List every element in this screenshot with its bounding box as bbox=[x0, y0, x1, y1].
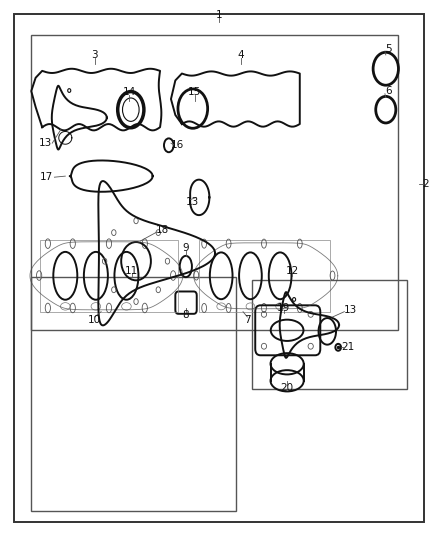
Text: 17: 17 bbox=[40, 172, 53, 182]
Text: 15: 15 bbox=[188, 87, 201, 97]
Text: 11: 11 bbox=[125, 266, 138, 276]
Bar bbox=[31, 277, 237, 511]
Text: 6: 6 bbox=[385, 86, 392, 96]
Text: 19: 19 bbox=[277, 303, 290, 313]
Bar bbox=[40, 240, 177, 312]
Text: 16: 16 bbox=[171, 140, 184, 150]
Bar bbox=[31, 35, 398, 330]
Text: 4: 4 bbox=[237, 50, 244, 60]
Text: 14: 14 bbox=[123, 87, 136, 97]
Text: 7: 7 bbox=[244, 314, 251, 325]
Text: 13: 13 bbox=[39, 138, 52, 148]
Text: 13: 13 bbox=[186, 197, 199, 207]
Text: 12: 12 bbox=[286, 266, 299, 276]
Bar bbox=[199, 240, 330, 312]
Text: 18: 18 bbox=[155, 225, 169, 236]
Text: 10: 10 bbox=[88, 314, 101, 325]
Text: 5: 5 bbox=[385, 44, 392, 53]
Text: 13: 13 bbox=[343, 305, 357, 315]
Text: 8: 8 bbox=[183, 310, 189, 320]
Bar bbox=[252, 280, 407, 389]
Text: 21: 21 bbox=[341, 342, 354, 352]
Text: 3: 3 bbox=[91, 50, 98, 60]
Text: 9: 9 bbox=[183, 243, 189, 253]
Text: 1: 1 bbox=[215, 10, 223, 20]
Text: 2: 2 bbox=[423, 179, 429, 189]
Text: 20: 20 bbox=[281, 383, 293, 393]
